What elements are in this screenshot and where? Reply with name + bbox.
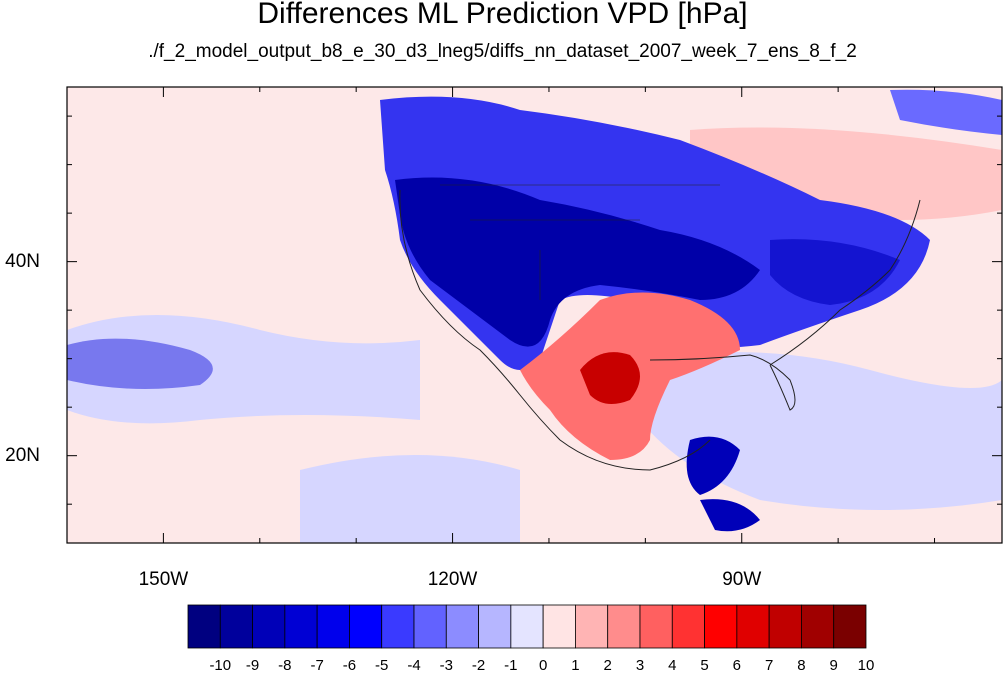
x-tick-label: 120W [427, 569, 478, 590]
colorbar-swatch [510, 604, 544, 649]
axis-ticks [67, 87, 1002, 543]
colorbar [187, 604, 867, 649]
colorbar-label: 3 [635, 657, 645, 674]
colorbar-swatch [316, 604, 350, 649]
colorbar-label: -10 [209, 657, 232, 674]
colorbar-label: 0 [538, 657, 548, 674]
colorbar-label: 9 [829, 657, 838, 674]
colorbar-swatch [801, 604, 835, 649]
state-borders [440, 184, 720, 300]
colorbar-swatch [445, 604, 479, 649]
colorbar-label: -3 [439, 657, 453, 674]
x-tick-label: 150W [138, 569, 189, 590]
colorbar-label: 5 [700, 657, 709, 674]
colorbar-swatch [575, 604, 609, 649]
colorbar-swatch [704, 604, 738, 649]
colorbar-swatch [187, 604, 221, 649]
colorbar-label: 4 [668, 657, 677, 674]
colorbar-label: -2 [471, 657, 486, 674]
central-america-negative-south [700, 499, 760, 532]
colorbar-label: 10 [857, 657, 875, 674]
colorbar-swatch [671, 604, 705, 649]
colorbar-swatch [542, 604, 576, 649]
colorbar-swatch [381, 604, 415, 649]
colorbar-swatch [349, 604, 383, 649]
colorbar-label: -4 [407, 657, 421, 674]
y-tick-label: 40N [5, 250, 40, 272]
colorbar-label: 8 [797, 657, 806, 674]
map-field [67, 87, 1002, 543]
colorbar-label: -8 [278, 657, 292, 674]
colorbar-label: -7 [310, 657, 324, 674]
colorbar-label: 2 [603, 657, 612, 674]
colorbar-swatch [607, 604, 641, 649]
y-tick-label: 20N [5, 444, 40, 466]
x-tick-label: 90W [722, 569, 762, 590]
colorbar-label: -9 [245, 657, 260, 674]
eastern-pacific-band [300, 455, 520, 543]
colorbar-swatch [736, 604, 770, 649]
map-subtitle: ./f_2_model_output_b8_e_30_d3_lneg5/diff… [148, 41, 857, 62]
central-america-negative [686, 436, 740, 495]
colorbar-label: -1 [504, 657, 518, 674]
colorbar-label: 1 [571, 657, 580, 674]
colorbar-label: -6 [342, 657, 357, 674]
canada-negative [890, 89, 1002, 135]
colorbar-swatch [219, 604, 253, 649]
plot-frame [66, 86, 1003, 544]
colorbar-swatch [252, 604, 286, 649]
colorbar-swatch [284, 604, 318, 649]
northeast-us-core [770, 239, 900, 305]
colorbar-swatch [639, 604, 673, 649]
colorbar-swatch [478, 604, 512, 649]
texas-peak [580, 352, 640, 404]
colorbar-label: 6 [732, 657, 742, 674]
pacific-deep-band [67, 338, 213, 389]
colorbar-label: -5 [375, 657, 389, 674]
colorbar-swatch [768, 604, 802, 649]
colorbar-label: 7 [764, 657, 774, 674]
colorbar-swatch [833, 604, 867, 649]
colorbar-swatch [413, 604, 447, 649]
coastline [399, 189, 921, 471]
map-title: Differences ML Prediction VPD [hPa] [257, 0, 748, 30]
